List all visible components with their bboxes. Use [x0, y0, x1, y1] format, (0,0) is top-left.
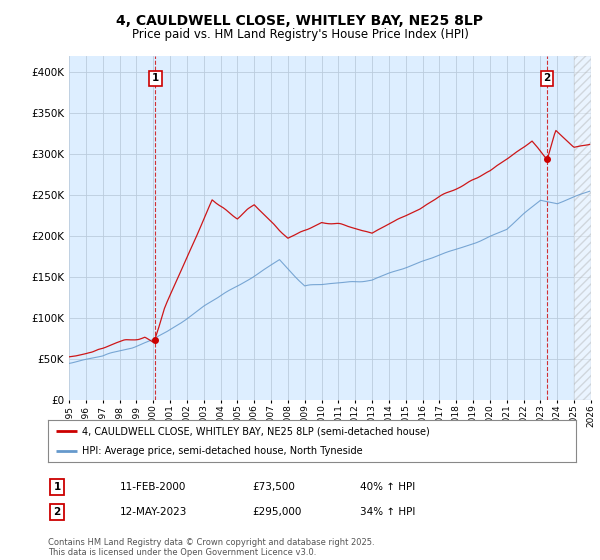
Text: 1: 1	[53, 482, 61, 492]
Text: 12-MAY-2023: 12-MAY-2023	[120, 507, 187, 517]
Text: 4, CAULDWELL CLOSE, WHITLEY BAY, NE25 8LP (semi-detached house): 4, CAULDWELL CLOSE, WHITLEY BAY, NE25 8L…	[82, 426, 430, 436]
Text: HPI: Average price, semi-detached house, North Tyneside: HPI: Average price, semi-detached house,…	[82, 446, 363, 456]
Text: 4, CAULDWELL CLOSE, WHITLEY BAY, NE25 8LP: 4, CAULDWELL CLOSE, WHITLEY BAY, NE25 8L…	[116, 14, 484, 28]
Text: 34% ↑ HPI: 34% ↑ HPI	[360, 507, 415, 517]
Text: Contains HM Land Registry data © Crown copyright and database right 2025.
This d: Contains HM Land Registry data © Crown c…	[48, 538, 374, 557]
Text: £73,500: £73,500	[252, 482, 295, 492]
Text: 11-FEB-2000: 11-FEB-2000	[120, 482, 187, 492]
Text: 40% ↑ HPI: 40% ↑ HPI	[360, 482, 415, 492]
Text: 2: 2	[53, 507, 61, 517]
Text: 2: 2	[543, 73, 550, 83]
Text: 1: 1	[152, 73, 159, 83]
Text: £295,000: £295,000	[252, 507, 301, 517]
Text: Price paid vs. HM Land Registry's House Price Index (HPI): Price paid vs. HM Land Registry's House …	[131, 28, 469, 41]
